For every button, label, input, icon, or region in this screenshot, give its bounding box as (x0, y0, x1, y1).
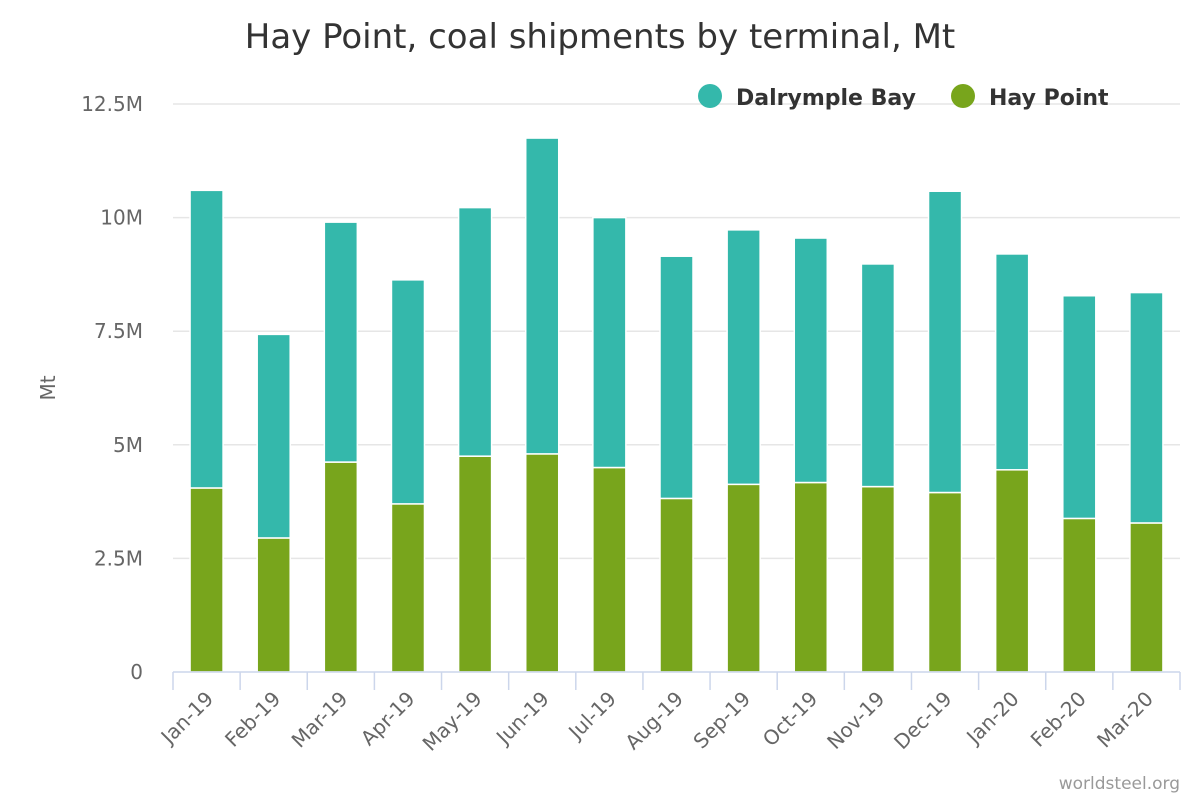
legend-marker[interactable] (951, 84, 975, 108)
bar-hay-point[interactable] (390, 503, 426, 673)
y-tick-label: 0 (130, 660, 143, 684)
bar-hay-point[interactable] (860, 485, 896, 673)
x-tick-label: Jul-19 (562, 687, 621, 746)
legend-label[interactable]: Dalrymple Bay (736, 86, 916, 111)
bar-dalrymple-bay[interactable] (189, 189, 224, 489)
bar-dalrymple-bay[interactable] (323, 221, 359, 463)
bar-hay-point[interactable] (793, 481, 829, 673)
bar-dalrymple-bay[interactable] (256, 333, 291, 539)
bar-hay-point[interactable] (1129, 522, 1164, 673)
credit-text[interactable]: worldsteel.org (1059, 774, 1180, 794)
x-tick-label: Dec-19 (889, 687, 956, 754)
bar-dalrymple-bay[interactable] (726, 229, 761, 486)
bar-hay-point[interactable] (1062, 517, 1097, 673)
bar-dalrymple-bay[interactable] (524, 137, 560, 455)
x-tick-label: Aug-19 (620, 687, 688, 755)
chart-title: Hay Point, coal shipments by terminal, M… (245, 17, 956, 57)
bar-hay-point[interactable] (659, 497, 694, 673)
bar-dalrymple-bay[interactable] (1129, 291, 1164, 524)
bar-dalrymple-bay[interactable] (659, 255, 694, 500)
x-tick-label: Jan-19 (155, 687, 218, 750)
x-tick-label: Apr-19 (356, 687, 420, 751)
y-axis-label: Mt (36, 375, 60, 400)
x-tick-label: Feb-20 (1026, 687, 1091, 752)
legend-label[interactable]: Hay Point (989, 86, 1109, 111)
bar-dalrymple-bay[interactable] (994, 253, 1030, 471)
bar-dalrymple-bay[interactable] (927, 190, 963, 494)
legend: Dalrymple Bay Hay Point (698, 84, 1109, 111)
bars (189, 137, 1164, 673)
x-tick-label: May-19 (418, 687, 487, 756)
y-tick-label: 5M (113, 433, 143, 457)
y-tick-label: 2.5M (94, 546, 143, 570)
bar-hay-point[interactable] (927, 491, 963, 673)
bar-hay-point[interactable] (256, 537, 291, 673)
bar-dalrymple-bay[interactable] (390, 279, 426, 505)
legend-marker[interactable] (698, 84, 722, 108)
bar-hay-point[interactable] (994, 469, 1030, 673)
x-tick-label: Jun-19 (490, 687, 554, 751)
bar-hay-point[interactable] (189, 487, 224, 673)
x-tick-label: Nov-19 (822, 687, 889, 754)
x-tick-label: Oct-19 (758, 687, 823, 752)
x-tick-label: Mar-20 (1092, 687, 1158, 753)
bar-dalrymple-bay[interactable] (457, 206, 493, 457)
bar-hay-point[interactable] (524, 453, 560, 673)
bar-hay-point[interactable] (323, 461, 359, 673)
x-tick-label: Feb-19 (220, 687, 285, 752)
x-tick-label: Jan-20 (960, 687, 1023, 750)
y-tick-label: 12.5M (81, 92, 143, 116)
x-tick-label: Mar-19 (287, 687, 353, 753)
bar-dalrymple-bay[interactable] (592, 216, 627, 469)
bar-dalrymple-bay[interactable] (860, 263, 896, 488)
bar-dalrymple-bay[interactable] (793, 237, 829, 484)
y-tick-label: 10M (100, 206, 143, 230)
bar-hay-point[interactable] (457, 455, 493, 673)
x-tick-label: Sep-19 (688, 687, 755, 754)
bar-hay-point[interactable] (726, 483, 761, 673)
bar-dalrymple-bay[interactable] (1062, 295, 1097, 520)
bar-hay-point[interactable] (592, 466, 627, 673)
y-tick-label: 7.5M (94, 319, 143, 343)
